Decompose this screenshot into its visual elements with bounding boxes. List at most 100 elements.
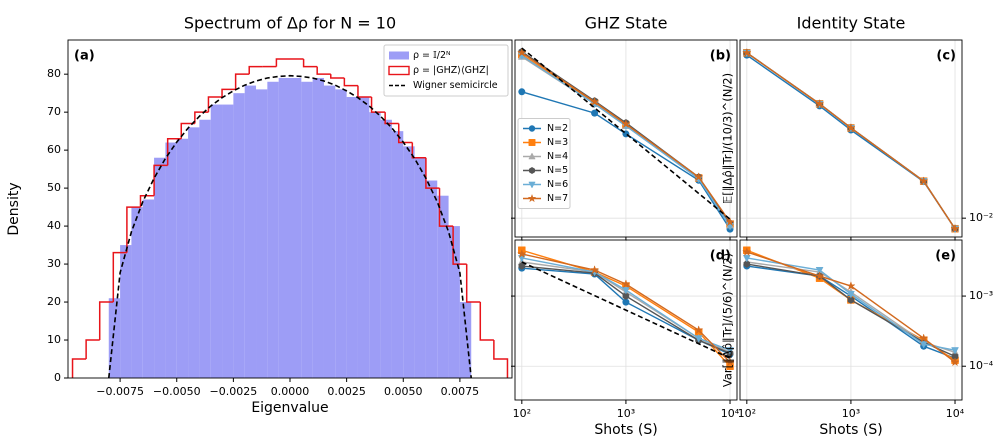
hist-step — [465, 264, 481, 303]
marker — [517, 248, 527, 259]
x-tick-label: 0.0050 — [384, 385, 423, 398]
hist-bar — [108, 298, 121, 378]
hist-step — [139, 194, 155, 208]
x-axis-label: Shots (S) — [819, 422, 882, 436]
panel-label: (a) — [74, 49, 95, 64]
hist-step — [234, 73, 250, 90]
hist-step — [248, 65, 263, 75]
hist-bar — [437, 195, 449, 378]
hist-bar — [222, 104, 234, 378]
hist-step — [180, 122, 195, 139]
y-tick-label: 50 — [47, 181, 61, 194]
hist-bar — [369, 112, 381, 379]
hist-step — [397, 123, 413, 144]
x-tick-label: 0.0000 — [271, 385, 310, 398]
hist-bar — [380, 119, 392, 378]
legend-swatch — [389, 51, 409, 60]
hist-bar — [312, 77, 324, 378]
x-tick-label: −0.0075 — [96, 385, 144, 398]
y-tick-label: 60 — [47, 143, 61, 156]
hist-bar — [233, 93, 245, 378]
series-line — [107, 74, 473, 379]
legend-box — [383, 44, 509, 97]
hist-step — [126, 206, 141, 253]
series-line — [521, 47, 731, 220]
hist-bar — [210, 104, 223, 378]
marker — [528, 139, 536, 146]
hist-bar — [301, 81, 313, 379]
marker — [919, 341, 928, 349]
marker — [918, 333, 929, 343]
y-axis-label: Var[‖Δρ̂‖Tr]/(5/6)^(N/2) — [721, 253, 735, 387]
marker — [846, 281, 856, 291]
hist-step — [316, 66, 331, 75]
marker — [528, 152, 536, 160]
x-tick-label: 10² — [513, 407, 531, 420]
hist-bar — [346, 96, 358, 378]
hist-bar — [199, 119, 211, 378]
legend-label: N=5 — [547, 165, 568, 176]
marker — [951, 347, 959, 355]
marker — [847, 296, 855, 304]
hist-bar — [323, 85, 336, 379]
panel-label: (e) — [935, 249, 956, 264]
y-tick-label: 0 — [54, 371, 61, 384]
hist-step — [221, 88, 236, 97]
x-tick-label: 10³ — [617, 407, 635, 420]
hist-bar — [290, 77, 302, 378]
hist-step — [493, 340, 509, 378]
hist-bar — [448, 226, 460, 378]
x-tick-label: −0.0050 — [153, 385, 201, 398]
marker — [725, 217, 735, 227]
marker — [528, 167, 536, 174]
hist-step — [452, 226, 467, 265]
x-axis-label: Eigenvalue — [251, 400, 328, 416]
hist-bar — [131, 207, 143, 378]
legend-label: ρ = 𝕀/2ᴺ — [413, 50, 450, 61]
hist-bar — [142, 199, 155, 378]
hist-step — [112, 251, 127, 303]
marker — [589, 265, 600, 275]
hist-bar — [414, 157, 426, 378]
hist-step — [384, 112, 399, 125]
series-line — [521, 261, 731, 359]
y-axis-label: 𝔼[‖Δρ̂‖Tr]/(10/3)^(N/2) — [721, 73, 735, 204]
y-tick-label: 70 — [47, 105, 61, 118]
panel-label: (d) — [710, 249, 731, 264]
hist-step — [153, 164, 168, 196]
marker — [742, 254, 751, 263]
legend-label: Wigner semicircle — [413, 80, 498, 91]
marker — [622, 292, 630, 300]
marker — [815, 266, 824, 275]
hist-step — [85, 339, 100, 360]
x-axis-label: Shots (S) — [594, 422, 657, 436]
x-tick-label: 10³ — [842, 407, 860, 420]
legend-label: ρ = |GHZ⟩⟨GHZ| — [413, 65, 489, 76]
hist-bar — [403, 146, 415, 378]
hist-step — [357, 85, 372, 98]
y-tick-label: 20 — [47, 295, 61, 308]
hist-bar — [459, 302, 472, 378]
legend-label: N=3 — [547, 137, 568, 148]
hist-bar — [267, 81, 279, 379]
hist-bar — [357, 96, 370, 378]
panel-label: (c) — [936, 49, 956, 64]
hist-bar — [278, 77, 290, 378]
marker — [621, 119, 631, 129]
hist-bar — [120, 245, 132, 378]
marker — [518, 262, 526, 270]
hist-step — [71, 358, 87, 378]
marker — [743, 260, 751, 268]
legend-swatch — [388, 65, 410, 76]
hist-step — [438, 188, 454, 227]
y-tick-label: 10⁻³ — [969, 289, 993, 302]
marker — [814, 98, 825, 108]
marker — [693, 325, 704, 335]
hist-step — [330, 74, 345, 79]
hist-step — [370, 96, 386, 113]
marker — [725, 357, 735, 367]
x-tick-label: 0.0075 — [441, 385, 480, 398]
marker — [589, 96, 600, 106]
x-tick-label: −0.0025 — [210, 385, 258, 398]
marker — [518, 88, 526, 96]
